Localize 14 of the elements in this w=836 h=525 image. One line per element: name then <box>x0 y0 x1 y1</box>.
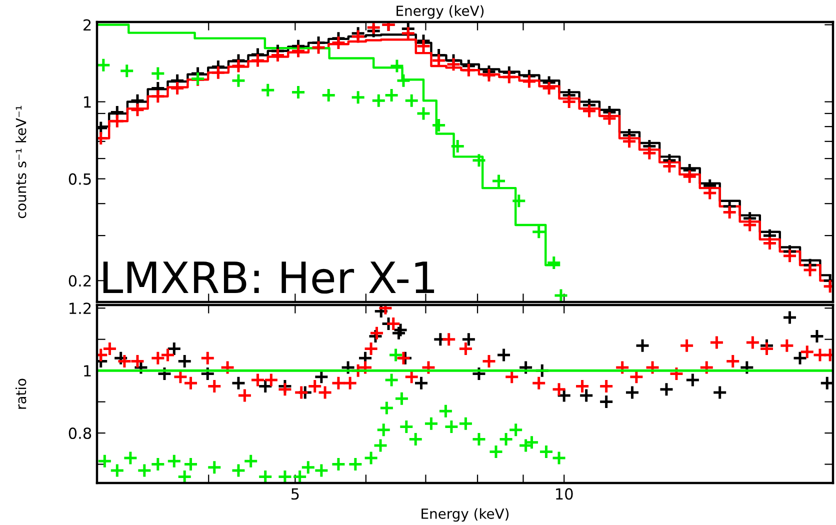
y-axis-title: counts s⁻¹ keV⁻¹ <box>16 106 26 218</box>
y-tick-label: 1.2 <box>70 302 91 314</box>
y-tick-label: 0.5 <box>68 173 91 185</box>
y-tick-label: 1 <box>84 365 91 376</box>
x-tick-label: 10 <box>556 488 573 500</box>
annotation: LMXRB: Her X-1 <box>103 262 434 294</box>
text: Energy (keV) <box>396 5 484 19</box>
y-tick-label: 0.8 <box>68 428 92 440</box>
x-axis-title: Energy (keV) <box>422 508 509 522</box>
y-tick-label: 2 <box>84 19 91 31</box>
y-axis-title: ratio <box>16 378 26 409</box>
x-tick-label: 5 <box>291 488 299 500</box>
y-tick-label: 0.2 <box>68 275 91 287</box>
y-tick-label: 1 <box>84 96 91 108</box>
